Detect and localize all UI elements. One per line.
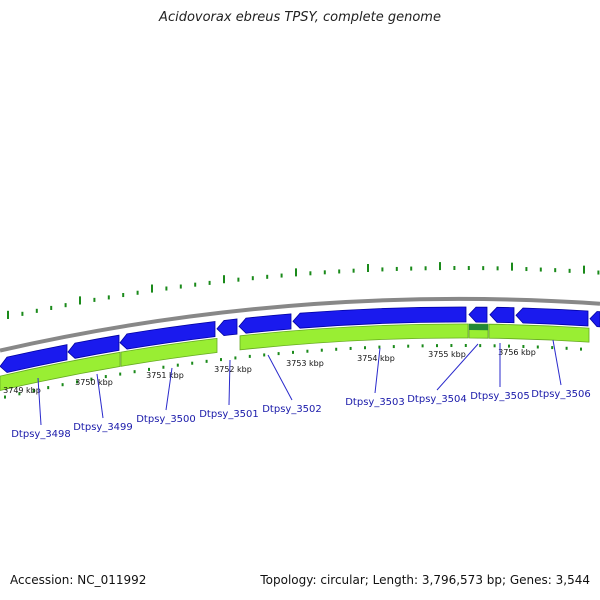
forward-gene (0, 344, 68, 373)
scale-label: 3752 kbp (214, 365, 252, 374)
gene-label: Dtpsy_3499 (73, 422, 133, 433)
forward-gene (292, 306, 467, 329)
gene-pointer-line (374, 347, 381, 394)
scale-label: 3753 kbp (286, 359, 324, 368)
scale-label: 3749 kbp (3, 386, 41, 395)
forward-gene (589, 311, 600, 328)
forward-gene (489, 306, 515, 324)
gene-label: Dtpsy_3498 (11, 429, 71, 440)
forward-gene-track (0, 306, 600, 373)
gene-pointer-line (267, 354, 293, 401)
forward-gene (216, 318, 238, 337)
gene-label: Dtpsy_3501 (199, 409, 259, 420)
reverse-gene (488, 323, 590, 343)
forward-gene (119, 321, 216, 350)
reverse-gene-highlight (469, 324, 488, 331)
gene-label: Dtpsy_3504 (407, 394, 467, 405)
accession-text: Accession: NC_011992 (10, 573, 147, 587)
forward-gene (515, 307, 589, 327)
topology-summary: Topology: circular; Length: 3,796,573 bp… (260, 573, 590, 587)
reverse-gene-track (0, 323, 590, 391)
reverse-gene (120, 337, 218, 367)
reverse-gene (239, 323, 469, 351)
gene-label: Dtpsy_3500 (136, 414, 196, 425)
map-title: Acidovorax ebreus TPSY, complete genome (159, 10, 441, 25)
genome-backbone (0, 297, 600, 353)
gene-pointer-line (37, 377, 42, 426)
gene-label: Dtpsy_3503 (345, 397, 405, 408)
scale-label: 3750 kbp (75, 378, 113, 387)
scale-track: 3749 kbp 3750 kbp 3751 kbp 3752 kbp 3753 kbp… (3, 344, 582, 399)
backbone-track (0, 297, 600, 353)
gene-label: Dtpsy_3506 (531, 389, 591, 400)
gc-skew-track (7, 262, 600, 319)
gene-label: Dtpsy_3505 (470, 391, 530, 402)
scale-label: 3755 kbp (428, 350, 466, 359)
gene-label: Dtpsy_3502 (262, 404, 322, 415)
forward-gene (468, 306, 488, 323)
forward-gene (238, 313, 292, 334)
gene-pointer-line (228, 359, 231, 406)
gene-pointer-line (436, 343, 479, 391)
scale-label: 3756 kbp (498, 348, 536, 357)
scale-label: 3751 kbp (146, 371, 184, 380)
forward-gene (67, 334, 120, 359)
gene-pointer-line (96, 373, 104, 419)
reverse-gene (0, 351, 121, 391)
gene-pointer-line (552, 339, 562, 386)
scale-label: 3754 kbp (357, 354, 395, 363)
gene-pointer-line (165, 367, 173, 411)
